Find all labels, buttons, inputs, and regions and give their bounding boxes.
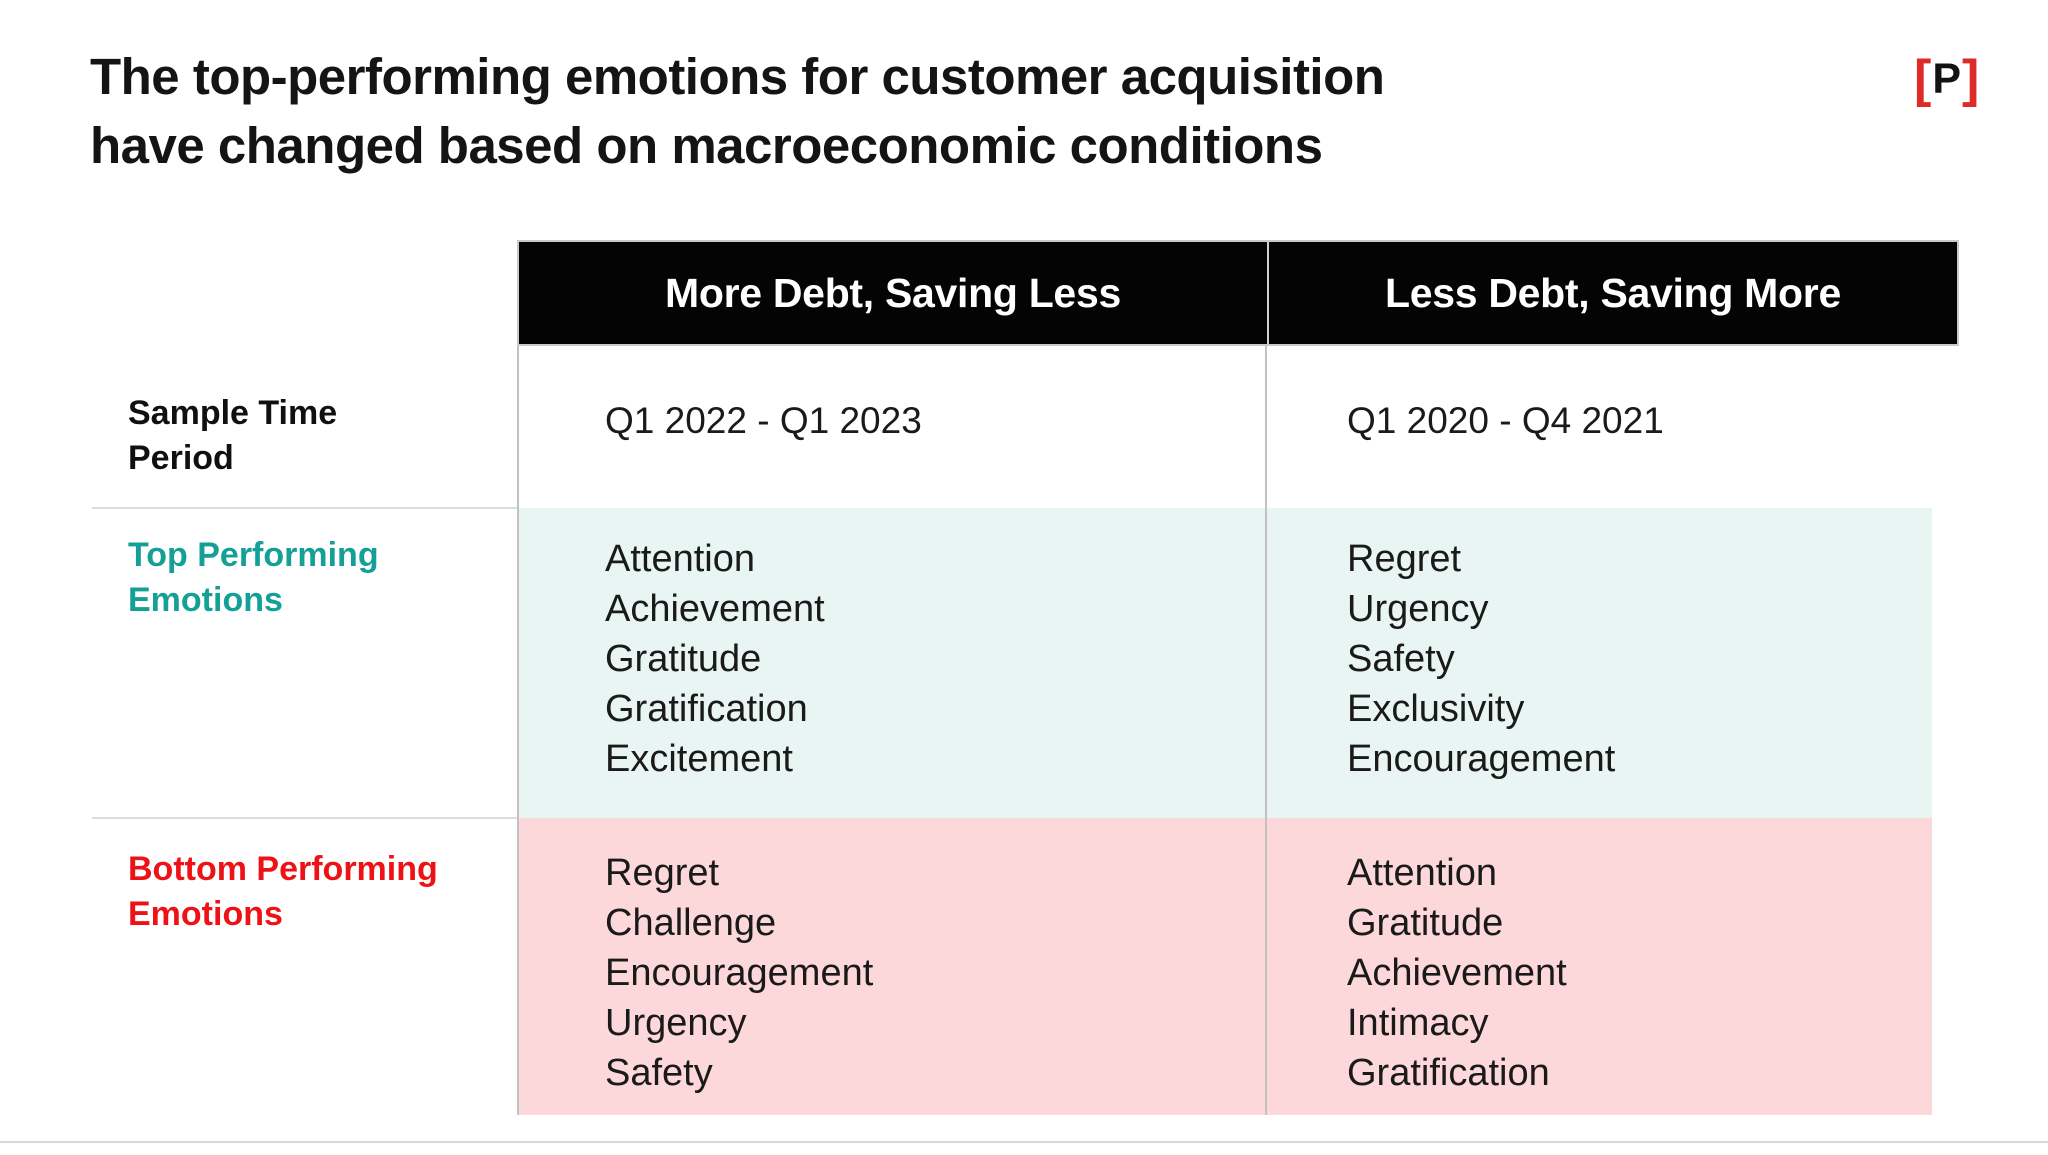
cell-top-emotions-more-debt: Attention Achievement Gratitude Gratificati… <box>517 508 1265 818</box>
row-label-top-line2: Emotions <box>128 581 283 619</box>
slide-title-line1: The top-performing emotions for customer… <box>90 48 1385 105</box>
emotion-item: Gratitude <box>1347 902 1504 944</box>
emotion-item: Gratification <box>1347 1052 1550 1094</box>
emotion-item: Intimacy <box>1347 1002 1489 1044</box>
row-divider-line-2 <box>92 817 517 819</box>
emotion-item: Achievement <box>605 588 825 630</box>
cell-sample-period-more-debt: Q1 2022 - Q1 2023 <box>517 346 1265 508</box>
emotion-item: Regret <box>1347 538 1462 580</box>
emotion-item: Gratification <box>605 688 808 730</box>
emotion-item: Challenge <box>605 902 777 944</box>
emotion-item: Achievement <box>1347 952 1567 994</box>
logo-letter: P <box>1932 54 1962 103</box>
cell-top-emotions-less-debt: Regret Urgency Safety Exclusivity Encouragem… <box>1265 508 1932 818</box>
emotion-item: Gratitude <box>605 638 762 680</box>
row-label-sample-time-period: Sample Time Period <box>128 391 508 481</box>
emotion-item: Urgency <box>605 1002 747 1044</box>
footer-rule <box>0 1141 2048 1143</box>
row-label-top-performing: Top Performing Emotions <box>128 533 508 623</box>
emotion-item: Encouragement <box>605 952 874 994</box>
logo-close-bracket-icon: ] <box>1962 50 1980 108</box>
cell-bottom-emotions-more-debt: Regret Challenge Encouragement Urgency Safet… <box>517 818 1265 1115</box>
row-label-sample-line2: Period <box>128 439 234 477</box>
row-label-bottom-line2: Emotions <box>128 895 283 933</box>
table-header-band: More Debt, Saving Less Less Debt, Saving… <box>517 240 1959 346</box>
row-label-bottom-performing: Bottom Performing Emotions <box>128 847 508 937</box>
cell-sample-period-less-debt: Q1 2020 - Q4 2021 <box>1265 346 1932 508</box>
emotion-item: Attention <box>605 538 755 580</box>
row-label-top-line1: Top Performing <box>128 536 379 574</box>
slide-title: The top-performing emotions for customer… <box>90 42 1610 180</box>
row-label-bottom-line1: Bottom Performing <box>128 850 438 888</box>
emotion-item: Encouragement <box>1347 738 1616 780</box>
emotion-item: Attention <box>1347 852 1497 894</box>
column-header-less-debt: Less Debt, Saving More <box>1267 242 1957 344</box>
row-divider-line-1 <box>92 507 517 509</box>
cell-bottom-emotions-less-debt: Attention Gratitude Achievement Intimacy Gra… <box>1265 818 1932 1115</box>
emotion-item: Exclusivity <box>1347 688 1525 730</box>
emotion-item: Safety <box>1347 638 1455 680</box>
slide-title-line2: have changed based on macroeconomic cond… <box>90 117 1323 174</box>
brand-logo: [ P ] <box>1914 50 1979 108</box>
emotion-item: Regret <box>605 852 720 894</box>
emotion-item: Safety <box>605 1052 713 1094</box>
emotion-item: Excitement <box>605 738 793 780</box>
logo-open-bracket-icon: [ <box>1914 50 1932 108</box>
column-header-more-debt: More Debt, Saving Less <box>665 269 1121 316</box>
emotion-item: Urgency <box>1347 588 1489 630</box>
row-label-sample-line1: Sample Time <box>128 394 338 432</box>
